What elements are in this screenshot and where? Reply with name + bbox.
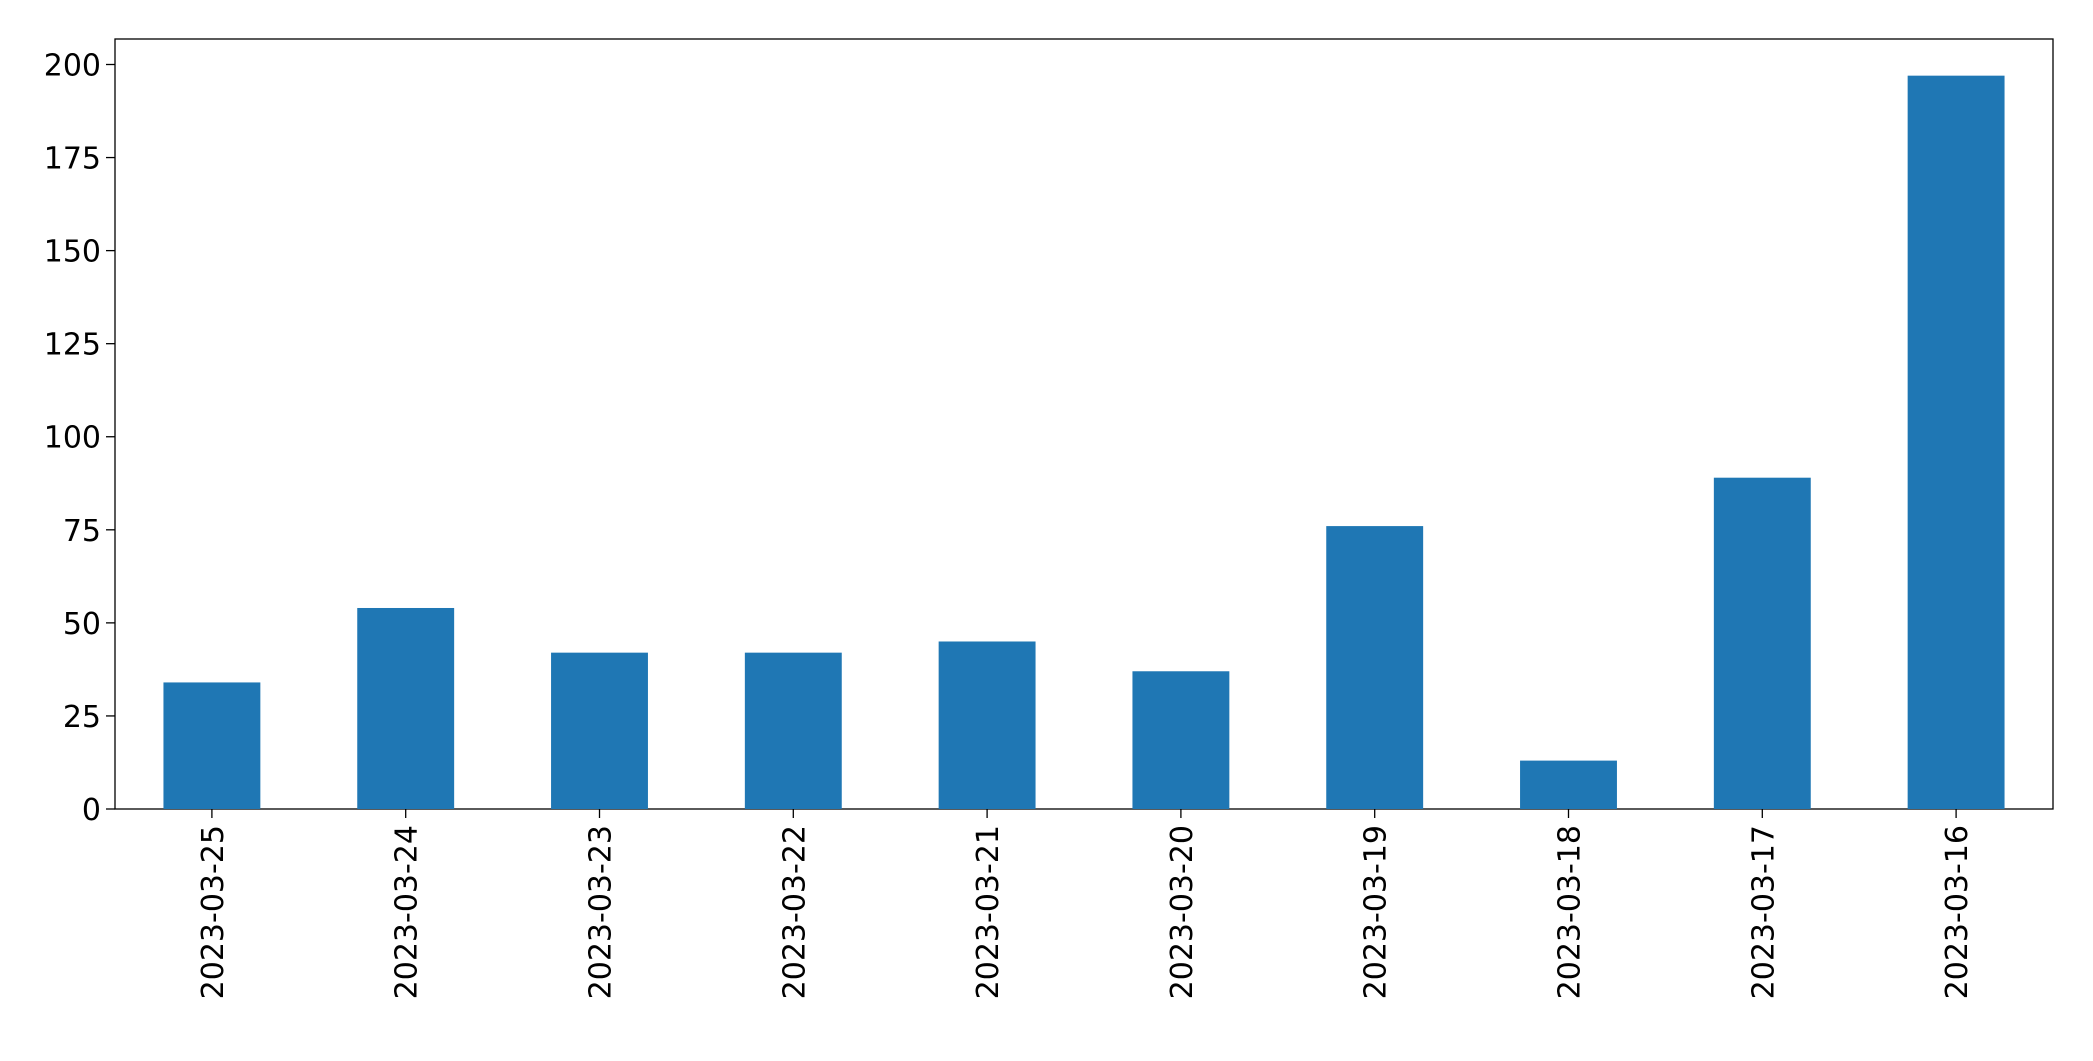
bar <box>744 652 842 809</box>
x-tick-label: 2023-03-18 <box>1553 825 1588 999</box>
bar <box>1713 477 1811 809</box>
x-tick-label: 2023-03-21 <box>971 825 1006 999</box>
y-tick-label: 100 <box>44 421 101 456</box>
y-tick-label: 125 <box>44 328 101 363</box>
bar <box>357 607 455 809</box>
bar <box>1520 760 1617 809</box>
bar <box>1326 526 1424 809</box>
axes-frame <box>114 38 2054 810</box>
x-tick-label: 2023-03-17 <box>1746 825 1781 999</box>
x-tick-label: 2023-03-23 <box>584 825 619 999</box>
y-tick-label: 25 <box>63 700 101 735</box>
y-tick-label: 75 <box>63 514 101 549</box>
bar <box>1132 671 1230 809</box>
y-tick-label: 200 <box>44 48 101 83</box>
y-tick-label: 50 <box>63 607 101 642</box>
bar <box>1907 75 2005 809</box>
x-tick-label: 2023-03-19 <box>1359 825 1394 999</box>
x-tick-label: 2023-03-24 <box>390 825 425 999</box>
bar <box>938 641 1036 809</box>
y-tick-label: 150 <box>44 235 101 270</box>
x-tick-label: 2023-03-22 <box>777 825 812 999</box>
x-tick-label: 2023-03-25 <box>196 825 231 999</box>
y-tick-label: 175 <box>44 142 101 177</box>
y-tick-label: 0 <box>82 793 101 828</box>
bar <box>551 652 648 809</box>
x-tick-label: 2023-03-20 <box>1165 825 1200 999</box>
x-tick-label: 2023-03-16 <box>1940 825 1975 999</box>
bar <box>163 682 261 809</box>
